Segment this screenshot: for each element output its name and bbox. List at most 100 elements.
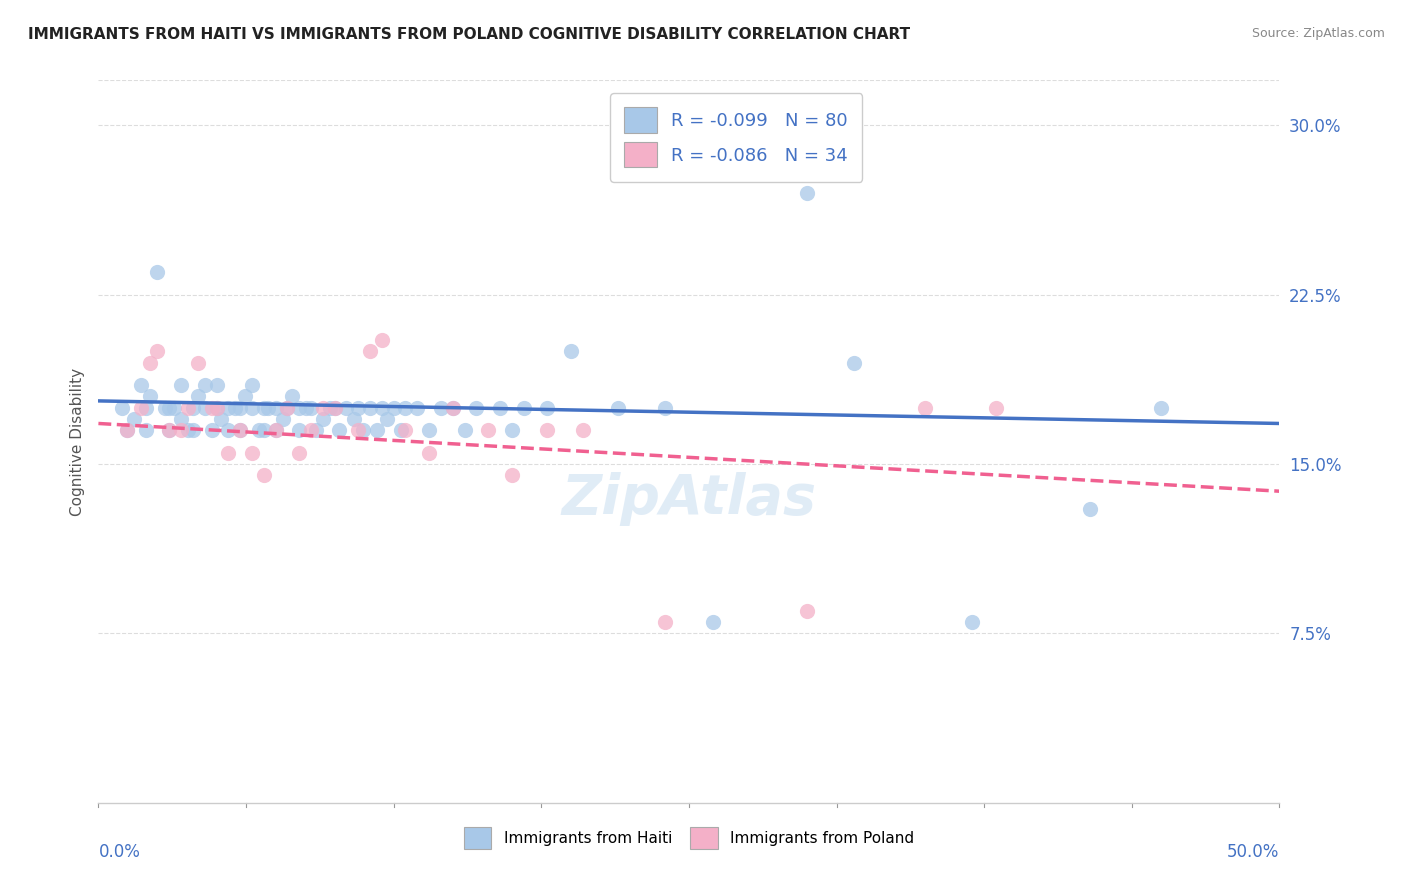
- Point: [129, 378, 152, 392]
- Point: [135, 401, 157, 415]
- Point: [299, 401, 322, 415]
- Point: [352, 423, 374, 437]
- Point: [382, 401, 405, 415]
- Text: Source: ZipAtlas.com: Source: ZipAtlas.com: [1251, 27, 1385, 40]
- Point: [389, 423, 412, 437]
- Point: [366, 423, 388, 437]
- Point: [181, 423, 204, 437]
- Point: [170, 378, 193, 392]
- Point: [271, 412, 294, 426]
- Point: [115, 423, 138, 437]
- Point: [295, 401, 318, 415]
- Point: [229, 423, 252, 437]
- Point: [359, 344, 381, 359]
- Y-axis label: Cognitive Disability: Cognitive Disability: [69, 368, 84, 516]
- Point: [253, 401, 276, 415]
- Point: [359, 401, 381, 415]
- Point: [796, 186, 818, 201]
- Point: [560, 344, 582, 359]
- Point: [217, 446, 239, 460]
- Point: [122, 412, 145, 426]
- Point: [394, 401, 416, 415]
- Point: [157, 423, 180, 437]
- Point: [571, 423, 593, 437]
- Point: [240, 378, 263, 392]
- Point: [430, 401, 453, 415]
- Point: [194, 378, 217, 392]
- Point: [654, 401, 676, 415]
- Point: [288, 446, 311, 460]
- Point: [253, 468, 276, 483]
- Point: [312, 412, 335, 426]
- Point: [115, 423, 138, 437]
- Point: [328, 423, 350, 437]
- Point: [441, 401, 464, 415]
- Point: [465, 401, 488, 415]
- Point: [607, 401, 630, 415]
- Text: 0.0%: 0.0%: [98, 843, 141, 861]
- Point: [264, 423, 287, 437]
- Point: [187, 355, 209, 369]
- Point: [702, 615, 724, 630]
- Point: [281, 389, 304, 403]
- Point: [406, 401, 429, 415]
- Point: [276, 401, 298, 415]
- Point: [914, 401, 936, 415]
- Point: [312, 401, 335, 415]
- Point: [323, 401, 346, 415]
- Point: [276, 401, 298, 415]
- Point: [264, 423, 287, 437]
- Point: [418, 446, 440, 460]
- Point: [187, 389, 209, 403]
- Point: [217, 423, 239, 437]
- Point: [347, 401, 370, 415]
- Point: [844, 355, 866, 369]
- Point: [335, 401, 357, 415]
- Point: [441, 401, 464, 415]
- Text: ZipAtlas: ZipAtlas: [561, 473, 817, 526]
- Legend: Immigrants from Haiti, Immigrants from Poland: Immigrants from Haiti, Immigrants from P…: [456, 820, 922, 856]
- Point: [536, 423, 558, 437]
- Point: [224, 401, 246, 415]
- Point: [240, 401, 263, 415]
- Point: [153, 401, 176, 415]
- Point: [177, 401, 200, 415]
- Point: [170, 423, 193, 437]
- Text: 50.0%: 50.0%: [1227, 843, 1279, 861]
- Point: [501, 423, 523, 437]
- Point: [146, 265, 169, 279]
- Point: [453, 423, 475, 437]
- Point: [418, 423, 440, 437]
- Point: [194, 401, 217, 415]
- Point: [229, 401, 252, 415]
- Point: [205, 378, 228, 392]
- Point: [157, 401, 180, 415]
- Point: [201, 423, 224, 437]
- Point: [135, 423, 157, 437]
- Point: [371, 333, 394, 347]
- Point: [394, 423, 416, 437]
- Point: [209, 412, 232, 426]
- Point: [984, 401, 1007, 415]
- Point: [201, 401, 224, 415]
- Point: [299, 423, 322, 437]
- Text: IMMIGRANTS FROM HAITI VS IMMIGRANTS FROM POLAND COGNITIVE DISABILITY CORRELATION: IMMIGRANTS FROM HAITI VS IMMIGRANTS FROM…: [28, 27, 910, 42]
- Point: [170, 412, 193, 426]
- Point: [139, 389, 162, 403]
- Point: [247, 423, 270, 437]
- Point: [1080, 502, 1102, 516]
- Point: [233, 389, 256, 403]
- Point: [796, 604, 818, 618]
- Point: [536, 401, 558, 415]
- Point: [229, 423, 252, 437]
- Point: [146, 344, 169, 359]
- Point: [288, 401, 311, 415]
- Point: [323, 401, 346, 415]
- Point: [489, 401, 512, 415]
- Point: [512, 401, 534, 415]
- Point: [501, 468, 523, 483]
- Point: [319, 401, 342, 415]
- Point: [253, 423, 276, 437]
- Point: [342, 412, 364, 426]
- Point: [240, 446, 263, 460]
